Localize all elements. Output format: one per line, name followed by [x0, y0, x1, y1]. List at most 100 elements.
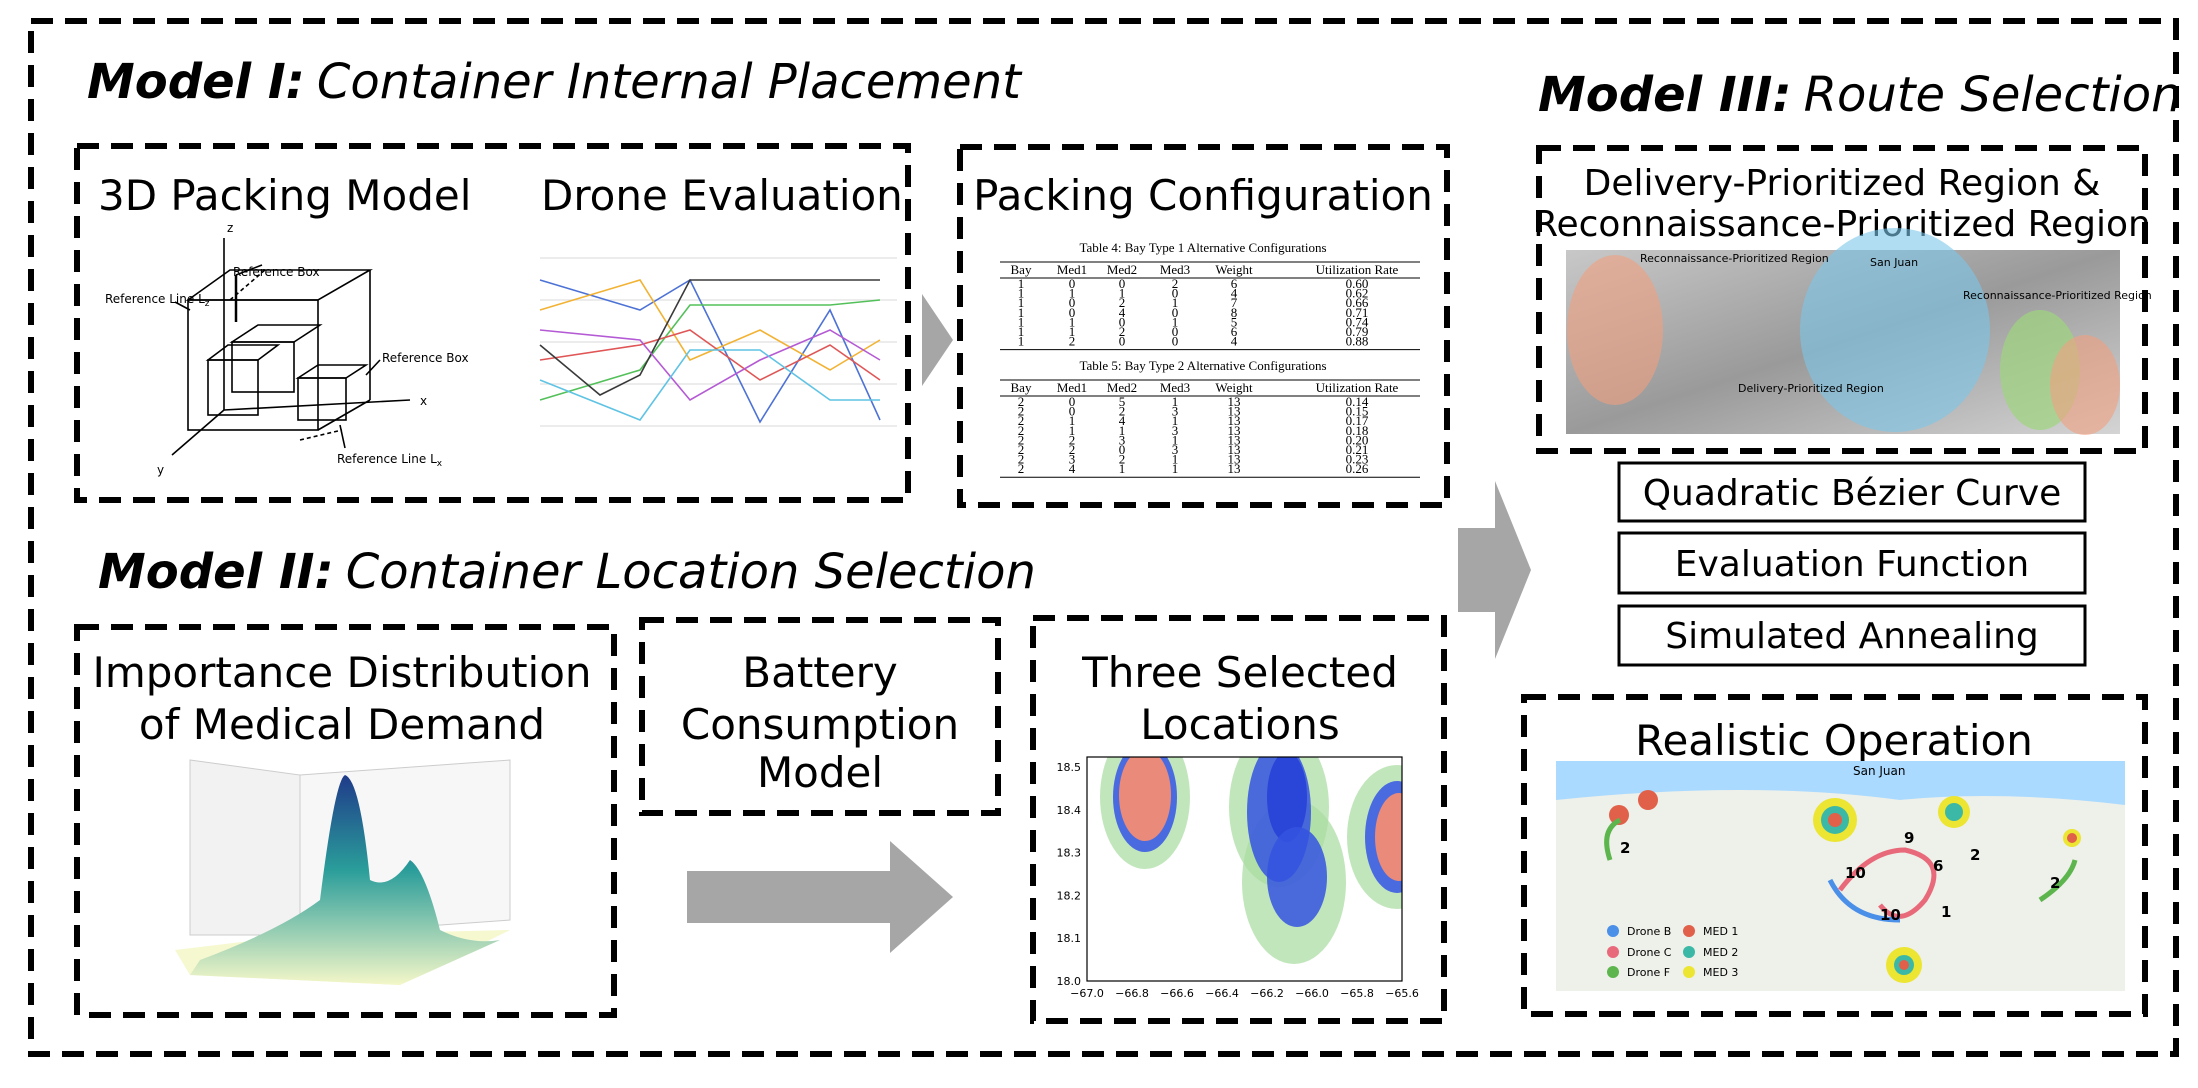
panel-title: Realistic Operation [1635, 716, 2033, 765]
panel [639, 617, 1001, 816]
table-cell: 0.20 [1346, 432, 1369, 447]
map-label: San Juan [1870, 256, 1918, 269]
table-cell: 0.71 [1346, 305, 1369, 320]
table-cell: 0 [1119, 314, 1126, 329]
table-cell: 13 [1228, 404, 1241, 419]
table-cell: 3 [1172, 404, 1179, 419]
legend-label: Drone C [1627, 946, 1672, 959]
route-numbers: 2 9 2 10 6 10 1 2 [1620, 829, 2060, 924]
table-header: Bay [1011, 380, 1032, 395]
legend-label: MED 2 [1703, 946, 1738, 959]
table-cell: 2 [1018, 442, 1025, 457]
model-label: Model II: [98, 544, 334, 600]
route-number: 10 [1845, 864, 1866, 882]
label-text: Reference Line L [105, 292, 205, 306]
table-cell: 1 [1119, 286, 1126, 301]
table-cell: 1 [1069, 314, 1076, 329]
table-cell: 0 [1119, 334, 1126, 349]
table-cell: 1 [1172, 394, 1179, 409]
panel-title: Delivery-Prioritized Region & [1584, 163, 2101, 204]
table-cell: 3 [1172, 442, 1179, 457]
y-tick-label: 18.2 [1057, 889, 1082, 902]
axis-label: y [157, 463, 164, 477]
table-cell: 0 [1172, 334, 1179, 349]
table-cell: 2 [1172, 276, 1179, 291]
panel-title: 3D Packing Model [98, 171, 471, 220]
table-cell: 6 [1231, 276, 1238, 291]
axis-label: x [420, 394, 427, 408]
reference-label: Reference Line Lx [337, 452, 443, 469]
table-cell: 3 [1172, 423, 1179, 438]
table-cell: 5 [1231, 314, 1238, 329]
model-name: Container Internal Placement [317, 54, 1023, 110]
map-label: Reconnaissance-Prioritized Region [1640, 252, 1829, 265]
route-number: 2 [1620, 839, 1630, 857]
table-cell: 1 [1069, 286, 1076, 301]
table-cell: 0.88 [1346, 334, 1369, 349]
table-cell: 13 [1228, 461, 1241, 476]
route-number: 6 [1933, 857, 1943, 875]
x-tick-label: −65.6 [1385, 987, 1419, 1000]
table-cell: 2 [1018, 452, 1025, 467]
table-cell: 13 [1228, 452, 1241, 467]
tables: Table 4: Bay Type 1 Alternative Configur… [1000, 240, 1420, 478]
table-cell: 1 [1069, 413, 1076, 428]
route-number: 2 [2050, 874, 2060, 892]
method-label: Simulated Annealing [1665, 616, 2039, 657]
model-name: Container Location Selection [346, 544, 1036, 600]
table-cell: 3 [1069, 452, 1076, 467]
table-cell: 1 [1018, 324, 1025, 339]
operation-map [1556, 761, 2125, 991]
table-cell: 1 [1018, 286, 1025, 301]
table-cell: 2 [1018, 404, 1025, 419]
table-cell: 3 [1119, 432, 1126, 447]
region-map [1566, 228, 2120, 435]
table-cell: 1 [1172, 432, 1179, 447]
table-cell: 0.79 [1346, 324, 1369, 339]
method-label: Quadratic Bézier Curve [1643, 473, 2062, 514]
method-box [1617, 461, 2087, 523]
table-cell: 1 [1069, 324, 1076, 339]
table-cell: 0.26 [1346, 461, 1369, 476]
x-tick-label: −66.2 [1250, 987, 1284, 1000]
table-cell: 0 [1069, 404, 1076, 419]
importance-surface [175, 759, 511, 985]
packing-wireframe [171, 238, 411, 456]
y-tick-label: 18.4 [1057, 804, 1082, 817]
table-cell: 0 [1069, 295, 1076, 310]
label-subscript: x [437, 459, 443, 469]
x-tick-label: −66.8 [1115, 987, 1149, 1000]
table-header: Med3 [1160, 380, 1190, 395]
table-cell: 0 [1069, 305, 1076, 320]
table-cell: 8 [1231, 305, 1238, 320]
panel-title: Locations [1140, 700, 1340, 749]
panel-title: Reconnaissance-Prioritized Region [1533, 204, 2151, 245]
table-cell: 4 [1119, 413, 1126, 428]
route-number: 9 [1904, 829, 1914, 847]
table-cell: 2 [1069, 442, 1076, 457]
table-cell: 13 [1228, 442, 1241, 457]
map-label: San Juan [1853, 764, 1906, 778]
method-box [1617, 531, 2087, 595]
drone-evaluation-plot [539, 257, 897, 427]
panel-title: Battery [742, 648, 897, 697]
y-tick-label: 18.3 [1057, 847, 1082, 860]
locations-plot [1086, 756, 1403, 982]
table-cell: 0 [1069, 394, 1076, 409]
table-header: Med3 [1160, 262, 1190, 277]
table-cell: 0.21 [1346, 442, 1369, 457]
y-tick-label: 18.1 [1057, 932, 1082, 945]
table-cell: 2 [1018, 432, 1025, 447]
table-cell: 0.60 [1346, 276, 1369, 291]
legend-label: MED 3 [1703, 966, 1738, 979]
table-cell: 0.18 [1346, 423, 1369, 438]
x-tick-label: −65.8 [1340, 987, 1374, 1000]
table-cell: 1 [1018, 276, 1025, 291]
table-header: Med1 [1057, 262, 1087, 277]
table-cell: 13 [1228, 394, 1241, 409]
arrow [1458, 481, 1531, 659]
legend-label: Drone F [1627, 966, 1670, 979]
table-cell: 2 [1018, 461, 1025, 476]
arrow [922, 294, 953, 386]
